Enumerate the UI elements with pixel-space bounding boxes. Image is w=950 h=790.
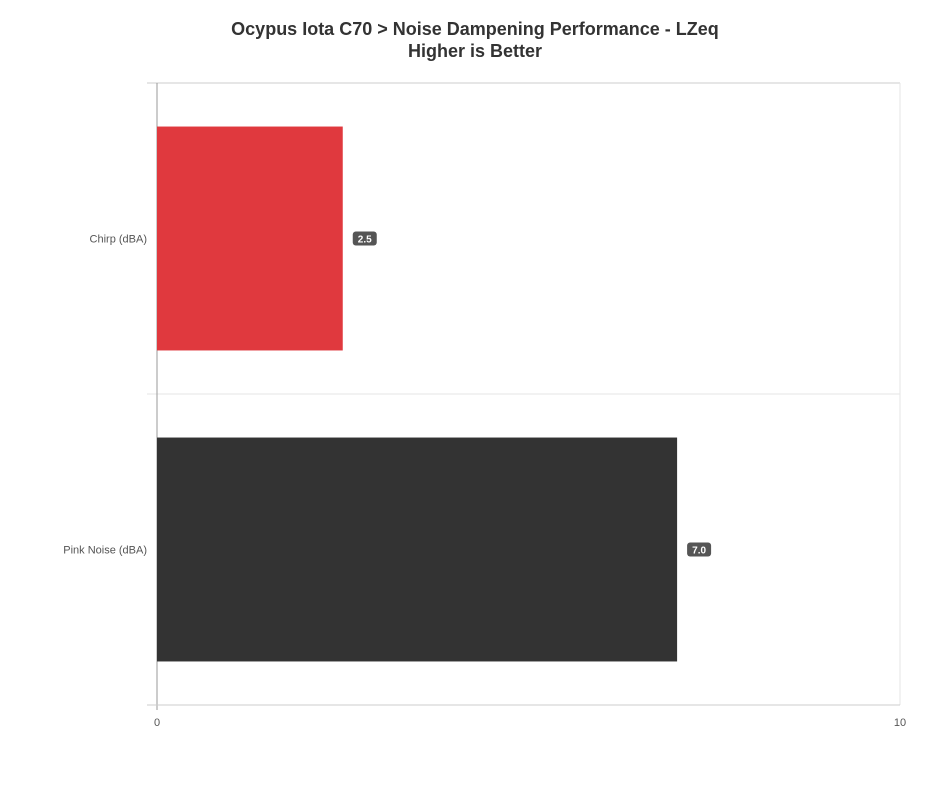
category-label: Pink Noise (dBA) <box>63 545 147 557</box>
chart-title-block: Ocypus Iota C70 > Noise Dampening Perfor… <box>0 18 950 62</box>
bar <box>157 437 678 662</box>
data-label-badge <box>352 231 377 246</box>
x-tick-label: 10 <box>894 717 906 729</box>
x-tick-label: 0 <box>154 717 160 729</box>
data-label: 7.0 <box>692 546 706 557</box>
chart-title: Ocypus Iota C70 > Noise Dampening Perfor… <box>231 19 719 39</box>
category-label: Chirp (dBA) <box>90 234 147 246</box>
bar <box>157 126 343 351</box>
data-label: 2.5 <box>358 235 372 246</box>
data-label-badge <box>687 542 712 557</box>
chart-subtitle: Higher is Better <box>407 41 543 61</box>
